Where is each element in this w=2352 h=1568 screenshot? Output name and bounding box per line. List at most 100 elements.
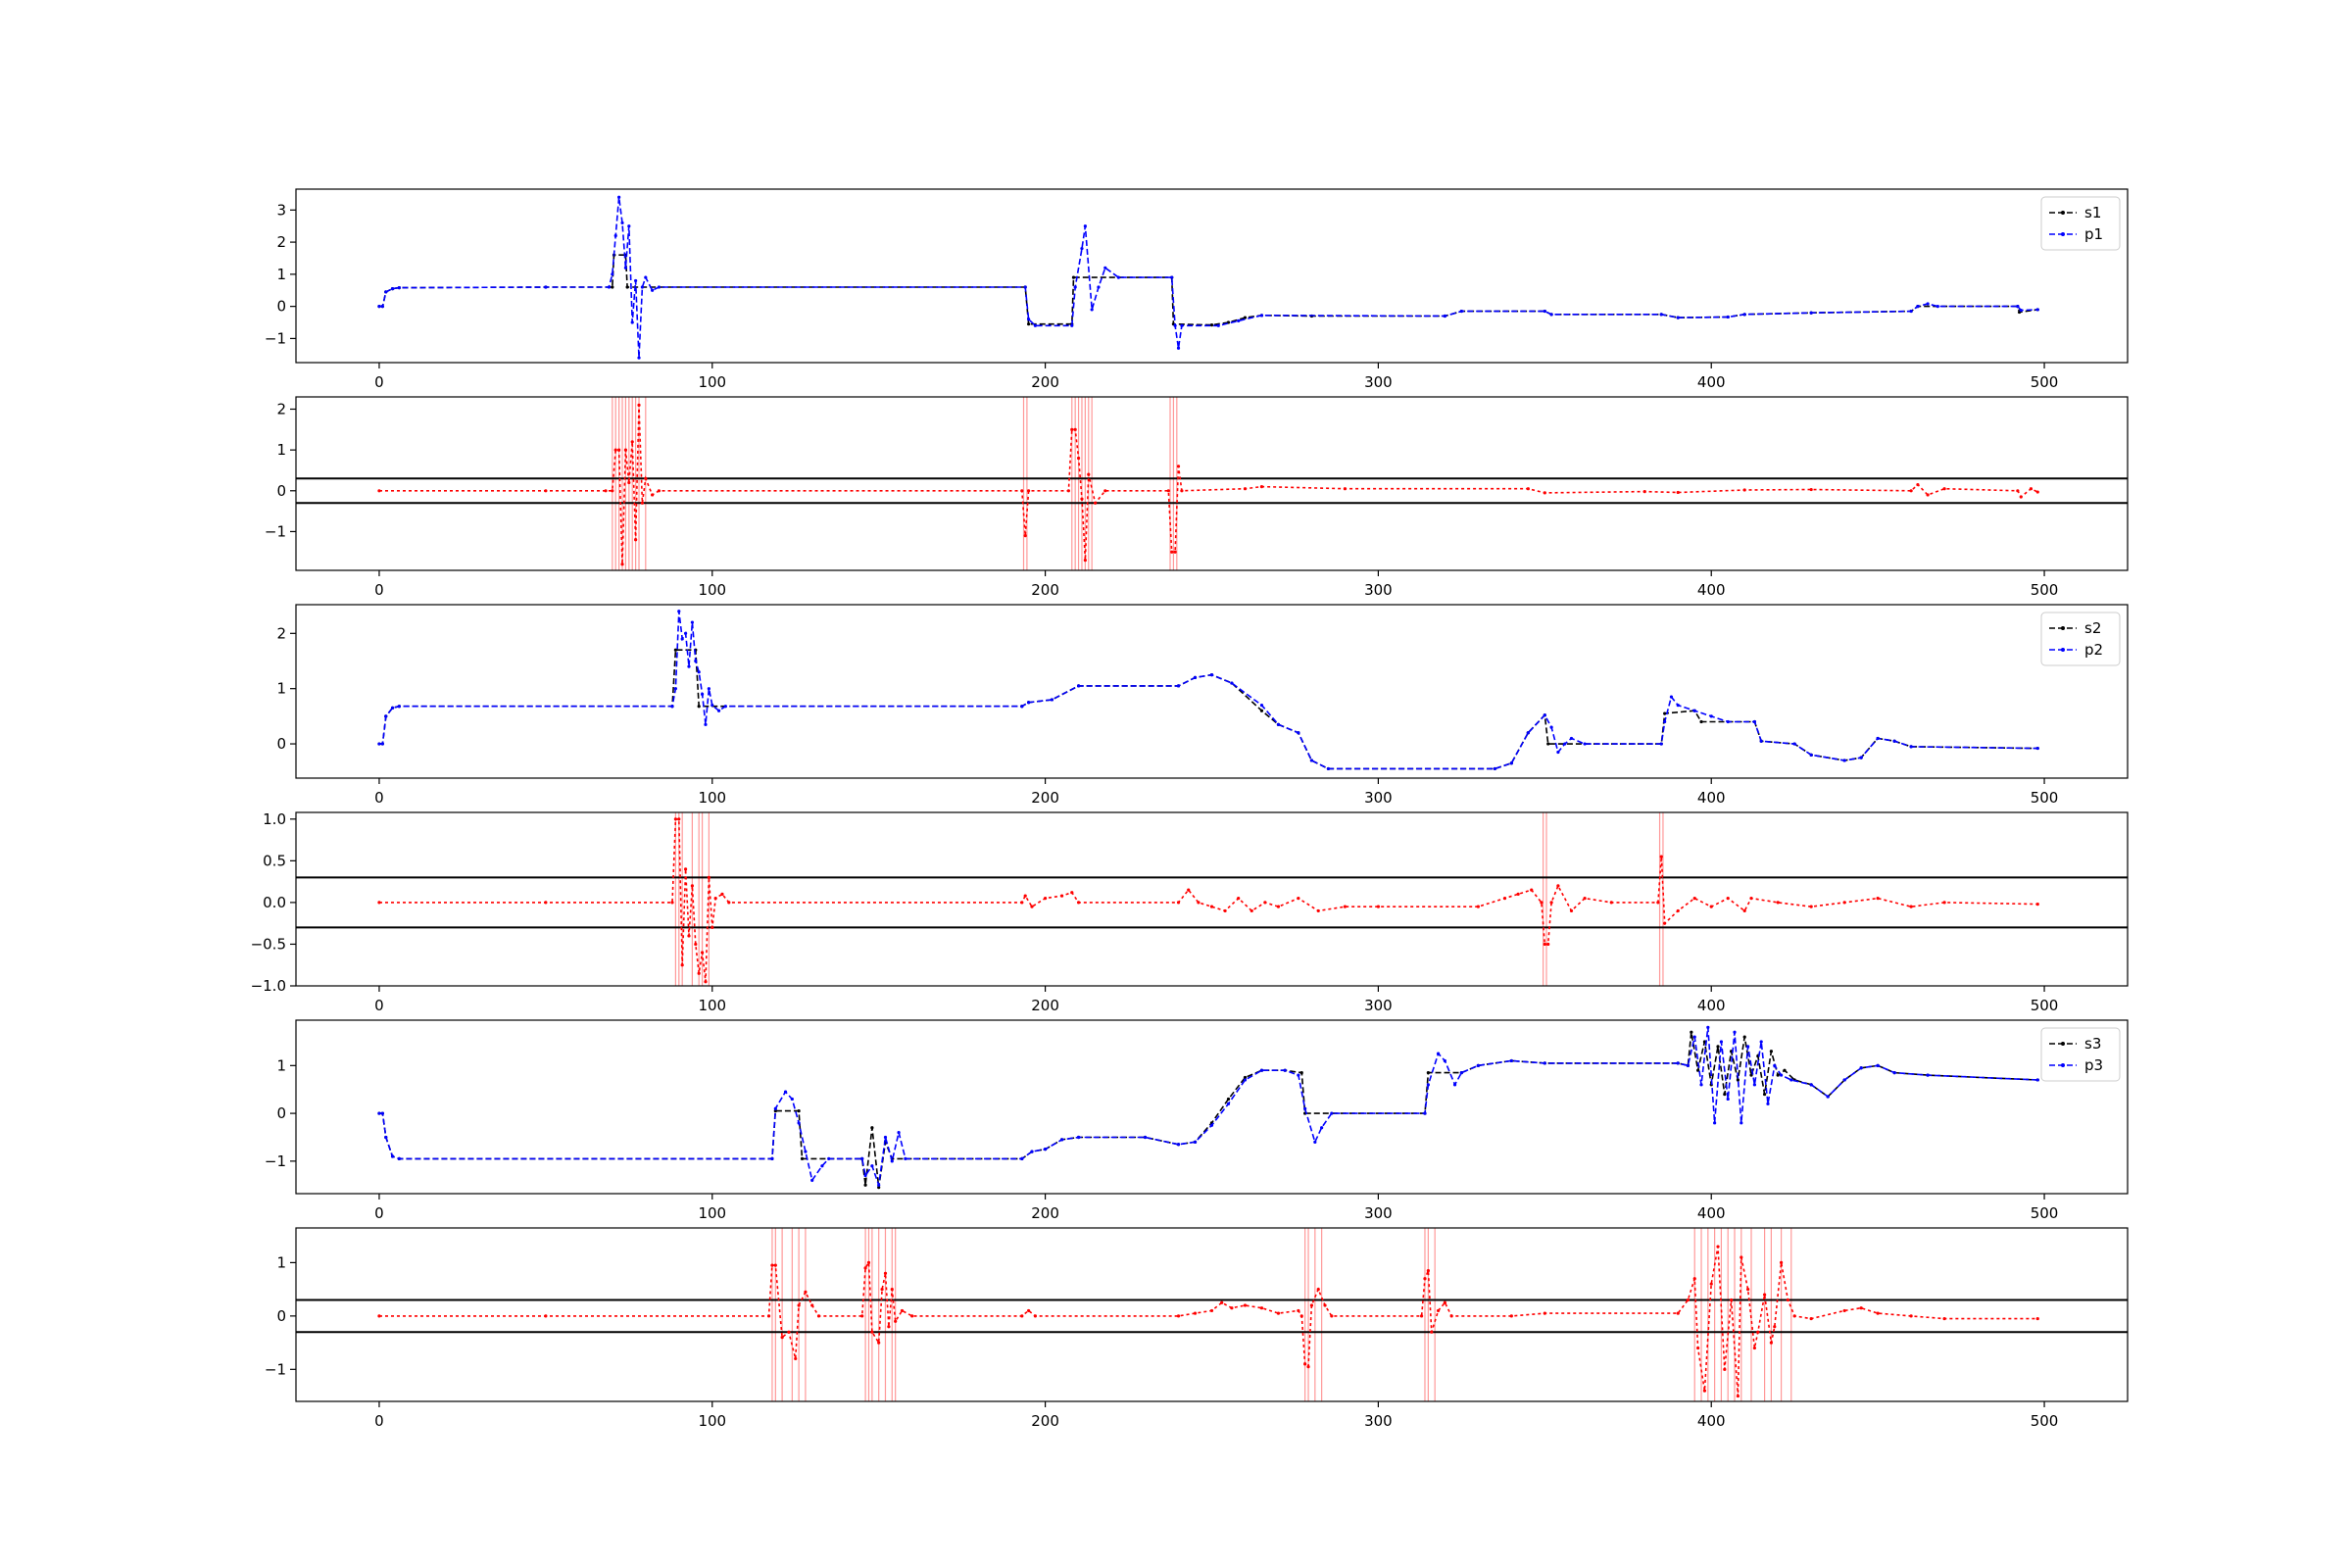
data-point	[2035, 490, 2039, 494]
data-point	[863, 1183, 867, 1187]
data-point	[1176, 684, 1181, 688]
x-tick-label: 100	[698, 789, 726, 807]
data-point	[377, 305, 381, 309]
data-point	[1699, 719, 1703, 724]
data-point	[390, 706, 395, 710]
data-point	[611, 272, 614, 276]
data-point	[910, 1314, 914, 1318]
data-point	[380, 742, 384, 746]
data-point	[1709, 714, 1713, 718]
data-point	[1343, 487, 1348, 491]
data-point	[1826, 1095, 1830, 1099]
x-tick-label: 400	[1697, 1412, 1726, 1430]
data-point	[1027, 322, 1031, 326]
x-tick-label: 0	[374, 997, 384, 1014]
y-tick-label: 1	[276, 266, 286, 283]
data-point	[1143, 1135, 1148, 1140]
y-tick-label: 2	[276, 233, 286, 251]
data-point	[1543, 1061, 1546, 1065]
plot-area	[377, 610, 2039, 771]
data-point	[713, 897, 717, 901]
data-point	[544, 901, 548, 905]
data-point	[1909, 745, 1913, 749]
data-point	[880, 1288, 884, 1292]
data-point	[877, 1186, 881, 1190]
legend-label: p3	[2084, 1056, 2103, 1074]
data-point	[1243, 487, 1248, 491]
data-point	[697, 971, 701, 975]
data-point	[1243, 316, 1248, 319]
data-point	[1020, 1156, 1024, 1161]
plot-area	[377, 195, 2039, 360]
data-point	[1766, 1102, 1770, 1105]
data-point	[1926, 1073, 1930, 1077]
axes-frame	[295, 811, 2129, 987]
x-tick-label: 200	[1031, 1412, 1059, 1430]
data-point	[1309, 1303, 1314, 1307]
x-tick-label: 500	[2031, 581, 2059, 599]
y-tick-label: 0.5	[263, 852, 286, 869]
data-point	[1297, 1308, 1300, 1313]
data-point	[1876, 736, 1880, 741]
data-point	[1676, 1061, 1680, 1065]
legend-box	[2040, 196, 2121, 251]
data-point	[1073, 427, 1077, 431]
y-tick-label: 0	[276, 1104, 286, 1122]
data-point	[1180, 489, 1184, 493]
data-point	[1549, 725, 1553, 729]
data-point	[1059, 894, 1064, 898]
data-point	[1842, 1078, 1846, 1082]
data-point	[1716, 1045, 1720, 1049]
data-point	[544, 285, 548, 289]
data-point	[2035, 903, 2039, 906]
data-point	[1419, 1314, 1424, 1318]
data-point	[710, 925, 714, 930]
data-point	[1779, 1260, 1784, 1264]
data-point	[683, 867, 688, 871]
data-point	[1723, 1367, 1727, 1371]
data-point	[1686, 1063, 1690, 1067]
data-point	[1423, 1111, 1427, 1115]
data-point	[1719, 1040, 1724, 1044]
data-point	[1526, 487, 1530, 491]
data-point	[820, 1164, 824, 1168]
data-point	[894, 1319, 898, 1323]
data-point	[1087, 472, 1091, 476]
data-point	[1187, 888, 1191, 892]
data-point	[1876, 897, 1880, 901]
data-point	[1166, 489, 1170, 493]
data-point	[1546, 942, 1550, 947]
data-point	[1209, 1123, 1214, 1127]
data-point	[787, 1330, 791, 1334]
data-point	[1776, 901, 1780, 905]
x-tick-label: 0	[374, 789, 384, 807]
x-tick-label: 200	[1031, 997, 1059, 1014]
x-tick-label: 0	[374, 581, 384, 599]
data-point	[620, 220, 624, 225]
y-tick-label: 0.0	[263, 894, 286, 911]
x-tick-label: 300	[1364, 1412, 1393, 1430]
data-point	[1859, 1306, 1863, 1310]
x-tick-label: 100	[698, 1204, 726, 1222]
legend-marker	[2061, 1042, 2065, 1046]
data-point	[1259, 1306, 1264, 1310]
data-point	[1783, 1068, 1787, 1072]
data-point	[1752, 719, 1757, 724]
data-point	[1746, 1045, 1750, 1049]
data-point	[1259, 314, 1264, 318]
data-point	[1543, 309, 1546, 314]
data-point	[690, 620, 694, 624]
data-point	[1083, 224, 1087, 228]
data-point	[1320, 1126, 1324, 1130]
data-point	[1676, 703, 1680, 708]
data-point	[623, 448, 628, 452]
data-point	[1699, 1083, 1703, 1087]
data-point	[1330, 1314, 1334, 1318]
data-point	[1892, 739, 1896, 743]
data-point	[1746, 1288, 1750, 1292]
data-point	[900, 1308, 905, 1313]
data-point	[1556, 750, 1560, 755]
data-point	[770, 1263, 774, 1267]
